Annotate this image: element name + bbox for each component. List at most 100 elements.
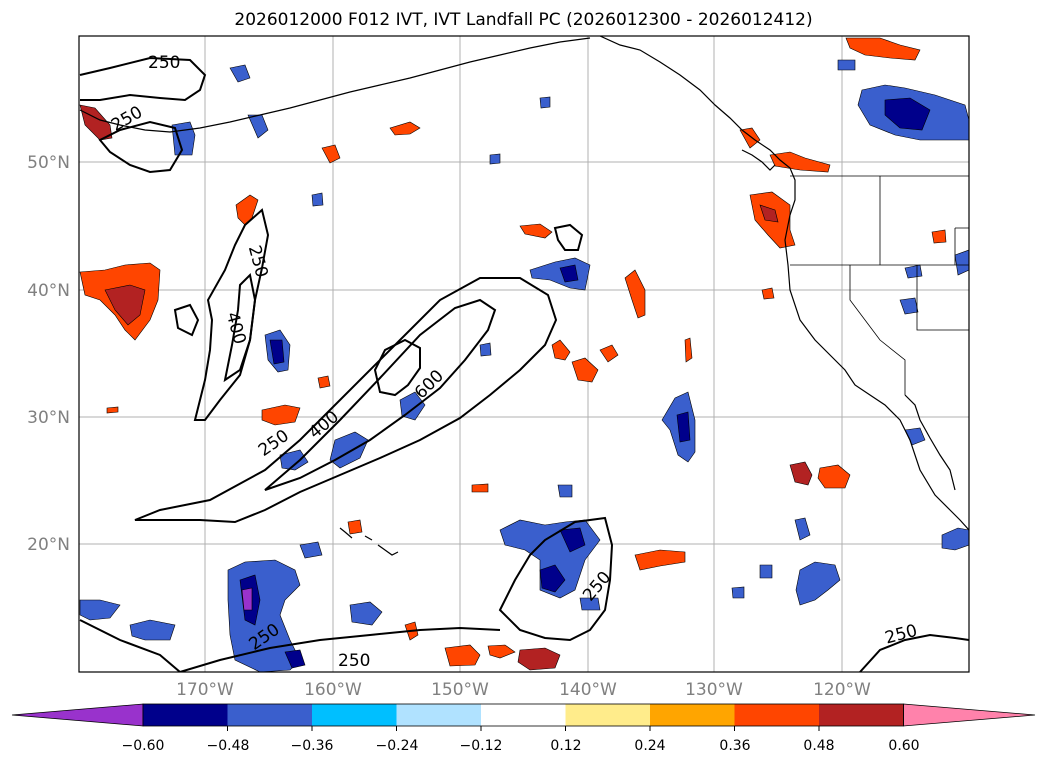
contour-label: 250 bbox=[108, 102, 146, 136]
colorbar-tick-label: −0.60 bbox=[121, 738, 165, 754]
contour-400-west bbox=[223, 272, 257, 383]
colorbar-tick-label: −0.48 bbox=[206, 738, 250, 754]
negative-blob bbox=[557, 484, 573, 498]
colorbar-tick-label: −0.24 bbox=[375, 738, 419, 754]
colorbar bbox=[11, 703, 1036, 731]
lon-label: 160°W bbox=[304, 680, 362, 700]
positive-blob bbox=[517, 647, 561, 671]
contour-label: 400 bbox=[222, 310, 250, 347]
positive-blob bbox=[634, 549, 686, 571]
negative-blob bbox=[904, 264, 923, 279]
colorbar-tick-label: −0.36 bbox=[290, 738, 334, 754]
negative-blob bbox=[529, 257, 591, 291]
coastlines bbox=[79, 36, 969, 556]
negative-blob bbox=[299, 541, 323, 559]
lon-label: 170°W bbox=[176, 680, 234, 700]
contour-label: 250 bbox=[244, 243, 272, 280]
positive-blob bbox=[761, 287, 775, 300]
negative-blob bbox=[269, 339, 285, 365]
negative-blob bbox=[329, 431, 369, 469]
colorbar-segment bbox=[396, 704, 482, 726]
colorbar-segment bbox=[227, 704, 313, 726]
negative-blob bbox=[795, 561, 841, 606]
positive-blob bbox=[106, 406, 119, 414]
contour-label: 250 bbox=[148, 53, 180, 73]
positive-blob bbox=[261, 404, 301, 426]
contour-label: 400 bbox=[305, 407, 343, 443]
positive-blob bbox=[317, 375, 331, 389]
negative-blob bbox=[794, 517, 811, 541]
state-borders bbox=[790, 175, 969, 395]
negative-blob bbox=[229, 64, 251, 83]
colorbar-tick-label: −0.12 bbox=[459, 738, 503, 754]
positive-blob bbox=[845, 37, 921, 61]
contour-250-small2 bbox=[553, 223, 584, 251]
contour-250-ak bbox=[79, 56, 207, 102]
north-america-coast bbox=[599, 36, 969, 531]
contour-250-small bbox=[173, 303, 200, 337]
positive-blob bbox=[624, 269, 646, 319]
negative-blob bbox=[579, 597, 601, 611]
negative-blob bbox=[349, 601, 383, 626]
negative-blob bbox=[171, 121, 196, 156]
negative-blob bbox=[899, 297, 919, 315]
contour-250-south bbox=[498, 516, 614, 642]
colorbar-segment bbox=[734, 704, 820, 726]
plot-border bbox=[78, 35, 970, 673]
negative-blob bbox=[479, 342, 492, 357]
map-body bbox=[79, 36, 969, 672]
ivt-contours bbox=[79, 56, 969, 672]
colorbar-extend-max bbox=[903, 703, 1036, 727]
negative-blob bbox=[731, 586, 745, 599]
negative-blob bbox=[539, 96, 551, 109]
colorbar-segment bbox=[481, 704, 566, 726]
colorbar-tick-label: 0.60 bbox=[888, 738, 920, 754]
negative-blob bbox=[284, 649, 306, 669]
alaska-coast bbox=[79, 37, 591, 133]
positive-blob bbox=[389, 121, 421, 136]
contour-label: 250 bbox=[338, 651, 370, 671]
contour-label: 250 bbox=[883, 621, 920, 649]
colorbar-segment bbox=[819, 704, 904, 726]
contour-250-bottom bbox=[79, 619, 969, 672]
positive-blob bbox=[235, 194, 259, 226]
negative-blob bbox=[247, 114, 269, 139]
negative-blob bbox=[79, 599, 121, 621]
contour-250-ak2 bbox=[98, 120, 184, 174]
colorbar-segment bbox=[650, 704, 735, 726]
colorbar-extend-min bbox=[11, 703, 144, 727]
positive-blob bbox=[759, 204, 779, 223]
contour-250-main bbox=[134, 277, 558, 524]
lon-label: 130°W bbox=[685, 680, 743, 700]
vancouver-island bbox=[741, 149, 776, 171]
positive-blob bbox=[551, 339, 571, 361]
negative-blob bbox=[837, 59, 856, 71]
lat-label: 50°N bbox=[27, 153, 70, 173]
baja-coast bbox=[904, 394, 956, 491]
positive-blob bbox=[104, 284, 146, 326]
colorbar-segment bbox=[312, 704, 397, 726]
positive-blob bbox=[519, 223, 553, 239]
positive-blob bbox=[599, 344, 619, 363]
colorbar-tick-label: 0.36 bbox=[719, 738, 751, 754]
colorbar-tick-label: 0.12 bbox=[550, 738, 582, 754]
positive-blob bbox=[471, 483, 489, 493]
lat-label: 30°N bbox=[27, 408, 70, 428]
positive-pc-regions bbox=[79, 37, 947, 671]
negative-blob bbox=[489, 153, 501, 165]
positive-blob bbox=[789, 461, 813, 486]
negative-blob bbox=[759, 564, 773, 579]
positive-blob bbox=[817, 464, 851, 489]
negative-blob bbox=[559, 527, 586, 553]
positive-blob bbox=[79, 104, 113, 141]
colorbar-segment bbox=[143, 704, 228, 726]
negative-blob bbox=[676, 411, 691, 443]
contour-600 bbox=[373, 338, 421, 397]
lat-label: 40°N bbox=[27, 281, 70, 301]
negative-blob bbox=[954, 249, 969, 276]
colorbar-segment bbox=[565, 704, 651, 726]
positive-blob bbox=[684, 337, 693, 363]
negative-blob bbox=[884, 97, 931, 131]
negative-blob bbox=[279, 449, 309, 471]
map-title: 2026012000 F012 IVT, IVT Landfall PC (20… bbox=[234, 10, 813, 30]
